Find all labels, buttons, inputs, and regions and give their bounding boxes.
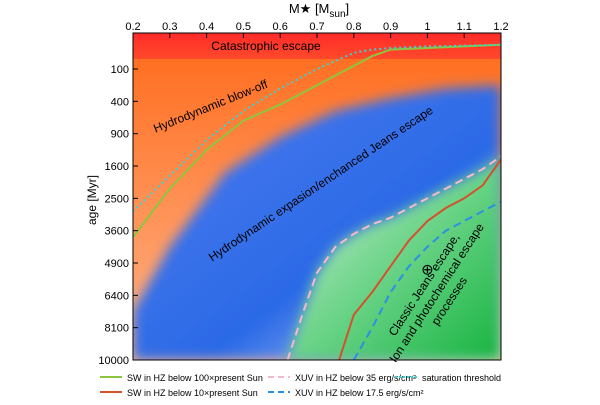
legend-label: XUV in HZ below 17.5 erg/s/cm² xyxy=(295,388,424,398)
legend: SW in HZ below 100×present Sun SW in HZ b… xyxy=(100,373,501,398)
legend-item-saturation: saturation threshold xyxy=(395,373,501,383)
earth-symbol-marker: ⊕ xyxy=(421,261,434,278)
legend-label: SW in HZ below 10×present Sun xyxy=(127,388,258,398)
legend-item-xuv-175: XUV in HZ below 17.5 erg/s/cm² xyxy=(268,388,424,398)
x-tick-label: 1 xyxy=(424,21,430,33)
x-axis-ticks: 0.2 0.3 0.4 0.5 0.6 0.7 0.8 0.9 1 1.1 1.2 xyxy=(125,21,509,38)
legend-label: saturation threshold xyxy=(422,373,501,383)
y-tick-label: 8100 xyxy=(105,323,129,335)
series-sw-100-line xyxy=(133,43,501,238)
legend-item-xuv-35: XUV in HZ below 35 erg/s/cm² xyxy=(268,373,416,383)
y-tick-label: 2500 xyxy=(105,193,129,205)
y-tick-label: 400 xyxy=(111,96,129,108)
x-tick-label: 0.8 xyxy=(346,21,361,33)
x-tick-label: 1.2 xyxy=(493,21,508,33)
x-tick-label: 0.4 xyxy=(199,21,214,33)
series-xuv-35-line xyxy=(286,155,501,360)
x-axis-label: M★ [Msun] xyxy=(289,1,349,20)
region-label-catastrophic: Catastrophic escape xyxy=(211,39,321,53)
y-tick-label: 900 xyxy=(111,129,129,141)
y-axis-ticks: 100 400 900 1600 2500 3600 4900 6400 8100 10000 xyxy=(98,64,138,367)
legend-item-sw-100: SW in HZ below 100×present Sun xyxy=(100,373,263,383)
plot-area xyxy=(133,33,501,360)
series-layer xyxy=(133,43,501,360)
x-axis-label-sub: sun xyxy=(329,9,345,20)
y-tick-label: 10000 xyxy=(98,355,129,367)
legend-item-sw-10: SW in HZ below 10×present Sun xyxy=(100,388,258,398)
x-tick-label: 0.3 xyxy=(162,21,177,33)
y-axis-label: age [Myr] xyxy=(85,175,99,225)
y-tick-label: 3600 xyxy=(105,226,129,238)
x-axis-label-end: ] xyxy=(346,1,350,16)
x-axis-label-main: M★ [M xyxy=(289,1,330,16)
legend-label: XUV in HZ below 35 erg/s/cm² xyxy=(295,373,416,383)
x-tick-label: 0.5 xyxy=(236,21,251,33)
y-tick-label: 4900 xyxy=(105,258,129,270)
y-tick-label: 6400 xyxy=(105,290,129,302)
x-tick-label: 0.9 xyxy=(383,21,398,33)
series-xuv-175-line xyxy=(352,200,501,360)
legend-label: SW in HZ below 100×present Sun xyxy=(127,373,263,383)
x-tick-label: 1.1 xyxy=(457,21,472,33)
x-tick-label: 0.7 xyxy=(309,21,324,33)
x-tick-label: 0.2 xyxy=(125,21,140,33)
y-tick-label: 100 xyxy=(111,64,129,76)
series-sw-10-line xyxy=(338,158,501,360)
x-tick-label: 0.6 xyxy=(273,21,288,33)
y-tick-label: 1600 xyxy=(105,161,129,173)
